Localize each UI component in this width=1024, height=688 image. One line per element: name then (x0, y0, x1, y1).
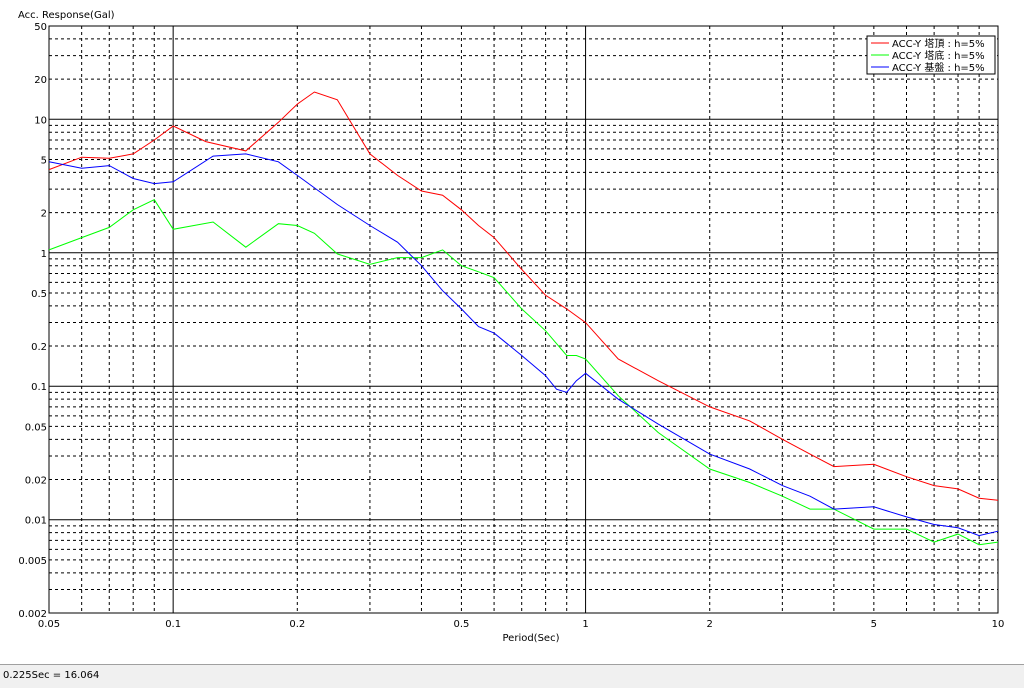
response-spectrum-chart: 0.05 0.1 0.2 0.5 1 2 5 10 0.0020.0050.010.020.0… (18, 10, 1005, 644)
y-tick-label: 0.05 (25, 422, 47, 433)
y-tick-labels: 0.002 0.005 0.01 0.02 0.05 0.1 0.2 0.5 1 2 5 10 20 50 (18, 22, 47, 620)
cursor-readout: 0.225Sec = 16.064 (3, 670, 100, 681)
y-axis-label: Acc. Response(Gal) (18, 10, 115, 21)
x-tick-label: 2 (707, 619, 713, 630)
y-tick-label: 2 (41, 209, 47, 220)
x-axis-label: Period(Sec) (503, 633, 560, 644)
x-tick-label: 0.1 (165, 619, 181, 630)
legend-label: ACC-Y 塔底 : h=5% (892, 49, 985, 62)
x-tick-label: 5 (871, 619, 877, 630)
y-tick-label: 0.002 (18, 609, 47, 620)
series-lines (48, 91, 999, 546)
legend-label: ACC-Y 塔頂 : h=5% (892, 37, 985, 50)
series-line-1 (48, 91, 999, 501)
y-tick-label: 5 (41, 155, 47, 166)
series-line-3 (48, 153, 999, 537)
y-tick-label: 20 (34, 75, 47, 86)
y-tick-label: 0.005 (18, 556, 47, 567)
status-bar: 0.225Sec = 16.064 (0, 664, 1024, 688)
y-tick-label: 0.01 (25, 516, 47, 527)
y-tick-label: 0.1 (31, 382, 47, 393)
y-tick-label: 50 (34, 22, 47, 33)
x-tick-label: 10 (992, 619, 1005, 630)
x-tick-label: 0.2 (289, 619, 305, 630)
x-tick-labels: 0.05 0.1 0.2 0.5 1 2 5 10 (38, 619, 1005, 630)
x-tick-label: 0.05 (38, 619, 60, 630)
x-tick-label: 0.5 (453, 619, 469, 630)
y-tick-label: 0.2 (31, 342, 47, 353)
x-tick-label: 1 (582, 619, 588, 630)
y-tick-label: 1 (41, 249, 47, 260)
legend: ACC-Y 塔頂 : h=5%ACC-Y 塔底 : h=5%ACC-Y 基盤 :… (866, 35, 996, 75)
y-tick-label: 10 (34, 115, 47, 126)
legend-label: ACC-Y 基盤 : h=5% (892, 61, 985, 74)
grid-lines (49, 26, 998, 613)
y-tick-label: 0.02 (25, 476, 47, 487)
plot-area (48, 25, 999, 614)
y-tick-label: 0.5 (31, 289, 47, 300)
